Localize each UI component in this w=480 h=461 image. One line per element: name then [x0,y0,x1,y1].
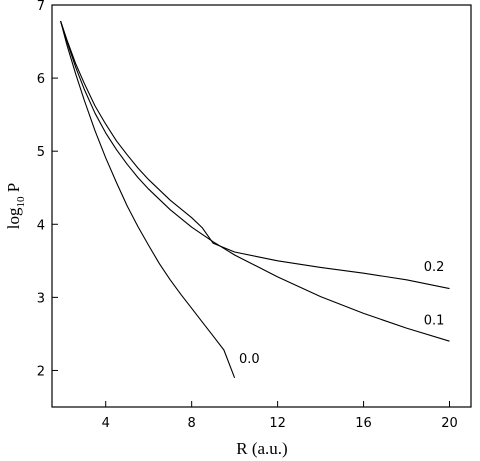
y-tick-label: 2 [37,364,45,379]
y-tick-label: 5 [37,145,45,160]
y-tick-label: 6 [37,72,45,87]
y-axis-title-main: log [4,207,23,229]
series-label: 0.0 [239,352,260,367]
x-tick-label: 8 [188,416,196,431]
series-lines [60,20,450,378]
series-line-0.0 [60,20,236,378]
y-axis-title: log10 P [4,183,27,229]
x-axis-ticks: 4 8 12 16 20 [102,401,458,431]
y-tick-label: 3 [37,291,45,306]
x-tick-label: 4 [102,416,110,431]
plot-frame [51,4,472,408]
series-labels: 0.0 0.1 0.2 [239,260,444,367]
y-axis-title-suffix: P [4,183,23,192]
series-label: 0.1 [424,313,445,328]
x-axis-title: R (a.u.) [236,439,287,458]
series-line-0.1 [60,20,450,342]
series-label: 0.2 [424,260,445,275]
y-tick-label: 7 [37,0,45,14]
x-tick-label: 16 [355,416,372,431]
y-axis-title-subscript: 10 [15,196,27,208]
y-tick-label: 4 [37,218,45,233]
x-tick-label: 20 [441,416,458,431]
series-line-0.2 [60,20,450,290]
y-axis-ticks: 2 3 4 5 6 7 [37,0,58,379]
x-tick-label: 12 [269,416,286,431]
